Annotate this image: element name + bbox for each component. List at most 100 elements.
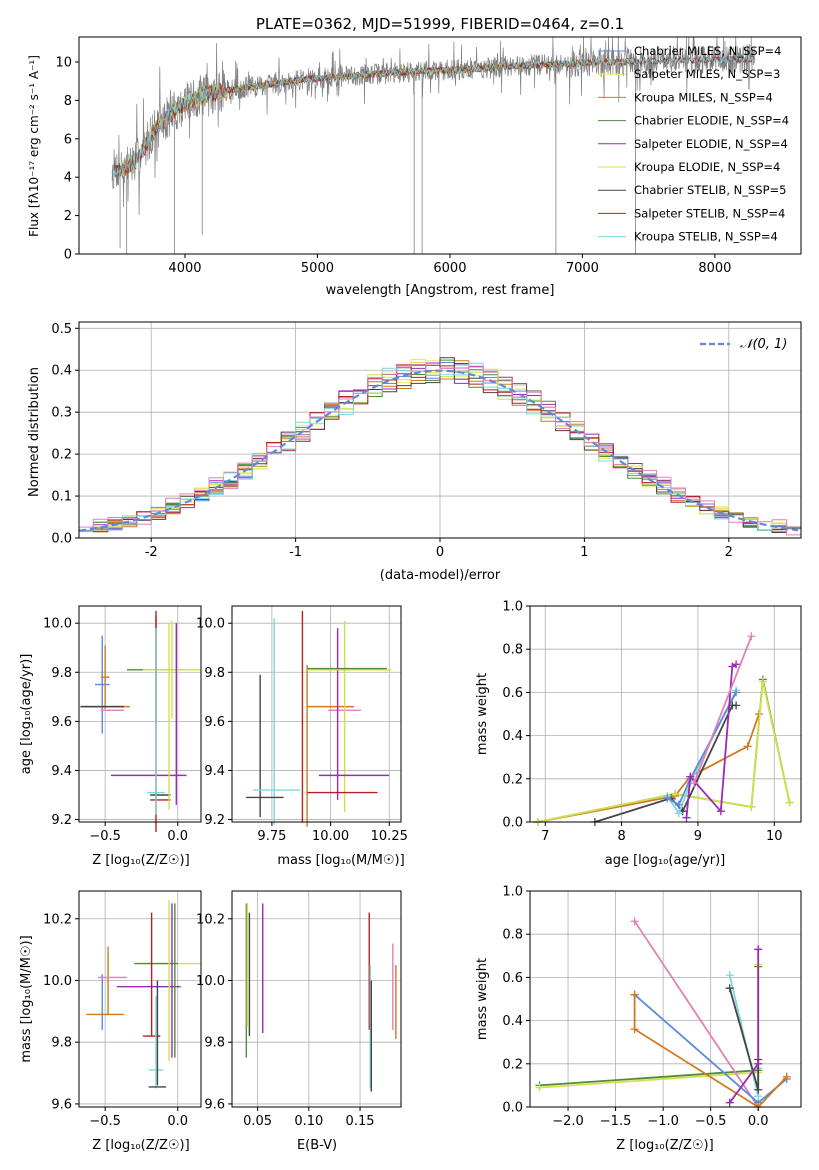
x-tick-label: 7 <box>541 829 549 844</box>
weight-point-marker <box>747 632 756 641</box>
weight-point-marker <box>630 1025 639 1034</box>
weight-point-marker <box>630 917 639 926</box>
z-mass-axes: −0.5 0.0 9.6 9.8 10.0 10.2 <box>43 890 202 1129</box>
residual-histogram-panel: 𝒩(0, 1) -2 -1 0 1 2 0.0 0.1 0.2 0.3 0.4 0.5 (data-… <box>27 321 802 583</box>
y-tick-label: 9.4 <box>51 764 72 779</box>
histogram-series-extra <box>79 364 801 536</box>
legend-entry: Kroupa STELIB, N_SSP=4 <box>634 230 778 244</box>
x-tick-label: -2 <box>145 545 158 560</box>
z-age-x-axis-label: Z [log₁₀(Z/Z☉)] <box>92 853 189 868</box>
axes-frame <box>231 605 402 823</box>
x-tick-label: −0.5 <box>89 829 121 844</box>
y-tick-label: 1.0 <box>502 600 523 615</box>
weight-point-marker <box>747 802 756 811</box>
x-tick-label: 4000 <box>168 261 201 276</box>
x-tick-label: 0.0 <box>167 829 188 844</box>
age-weight-panel: 7 8 9 10 0.0 0.2 0.4 0.6 0.8 1.0 age [log₁₀(age/y… <box>475 600 802 868</box>
z-mass-errorbars <box>86 900 201 1089</box>
x-tick-label: 0 <box>436 545 444 560</box>
weight-point-marker <box>725 984 734 993</box>
mass-age-panel: 9.75 10.00 10.25 9.2 9.4 9.6 9.8 10.0 mass [log… <box>196 605 408 868</box>
z-age-axes: −0.5 0.0 9.2 9.4 9.6 9.8 10.0 <box>43 605 202 844</box>
y-tick-label: 0.4 <box>51 364 72 379</box>
z-weight-axes: −2.0 −1.5 −1.0 −0.5 0.0 0.0 0.2 0.4 0.6 0.8 1.0 <box>502 885 802 1129</box>
weight-point-marker <box>732 701 741 710</box>
y-tick-label: 0.0 <box>502 816 523 831</box>
x-tick-label: −1.5 <box>600 1114 632 1129</box>
y-tick-label: 0.2 <box>51 448 72 463</box>
histogram-series-7 <box>79 363 801 532</box>
legend-entry: Chabrier ELODIE, N_SSP=4 <box>634 114 789 128</box>
x-tick-label: 0.0 <box>167 1114 188 1129</box>
y-tick-label: 10.0 <box>196 617 225 632</box>
weight-point-marker <box>674 800 683 809</box>
y-tick-label: 0.0 <box>51 532 72 547</box>
y-tick-label: 6 <box>64 132 72 147</box>
weight-point-marker <box>716 807 725 816</box>
y-tick-label: 10.0 <box>196 974 225 989</box>
age-weight-axes: 7 8 9 10 0.0 0.2 0.4 0.6 0.8 1.0 <box>502 600 802 844</box>
y-tick-label: 8 <box>64 94 72 109</box>
weight-line-0 <box>539 966 760 1087</box>
weight-point-marker <box>785 798 794 807</box>
legend-entry: Chabrier MILES, N_SSP=4 <box>634 44 781 58</box>
y-tick-label: 0.3 <box>51 406 72 421</box>
x-tick-label: -1 <box>289 545 302 560</box>
y-tick-label: 9.8 <box>204 1036 225 1051</box>
y-tick-label: 9.8 <box>204 666 225 681</box>
y-tick-label: 0.4 <box>502 1014 523 1029</box>
y-tick-label: 0.2 <box>502 772 523 787</box>
x-tick-label: 2 <box>725 545 733 560</box>
y-tick-label: 1.0 <box>502 885 523 900</box>
weight-point-marker <box>671 789 680 798</box>
weight-line-1 <box>539 964 760 1089</box>
y-tick-label: 9.2 <box>204 813 225 828</box>
mass-age-x-axis-label: mass [log₁₀(M/M☉)] <box>277 853 404 868</box>
z-age-grid <box>79 606 201 822</box>
x-tick-label: 7000 <box>566 261 599 276</box>
weight-line-4 <box>633 994 788 1109</box>
y-tick-label: 10.0 <box>43 617 72 632</box>
axes-frame <box>529 890 802 1108</box>
weight-point-marker <box>732 688 741 697</box>
y-tick-label: 2 <box>64 209 72 224</box>
weight-line-2 <box>633 920 759 1108</box>
ebv-mass-grid <box>232 891 401 1107</box>
mass-age-errorbars <box>246 610 392 827</box>
weight-point-marker <box>725 971 734 980</box>
model-spectrum-7 <box>111 55 755 175</box>
legend-entry: Salpeter STELIB, N_SSP=4 <box>634 206 785 220</box>
x-tick-label: −2.0 <box>552 1114 584 1129</box>
mass-age-axes: 9.75 10.00 10.25 9.2 9.4 9.6 9.8 10.0 <box>196 605 408 844</box>
legend-entry: Chabrier STELIB, N_SSP=5 <box>634 183 786 197</box>
spectrum-x-axis-label: wavelength [Angstrom, rest frame] <box>326 283 555 298</box>
y-tick-label: 0.2 <box>502 1057 523 1072</box>
z-weight-lines <box>535 917 791 1111</box>
z-age-panel: −0.5 0.09.29.49.69.810.0 Z [log₁₀(Z/Z☉)] … <box>19 605 202 868</box>
axes-frame <box>78 605 202 823</box>
y-tick-label: 0.8 <box>502 928 523 943</box>
y-tick-label: 4 <box>64 171 72 186</box>
y-tick-label: 0.6 <box>502 971 523 986</box>
y-tick-label: 0.1 <box>51 490 72 505</box>
z-mass-y-axis-label: mass [log₁₀(M/M☉)] <box>19 935 34 1062</box>
x-tick-label: 10.25 <box>371 829 408 844</box>
x-tick-label: 0.05 <box>243 1114 272 1129</box>
ebv-mass-errorbars <box>245 903 397 1092</box>
x-tick-label: 6000 <box>433 261 466 276</box>
y-tick-label: 0.5 <box>51 322 72 337</box>
weight-point-marker <box>754 1085 763 1094</box>
x-tick-label: 10 <box>766 829 783 844</box>
z-mass-panel: −0.5 0.0 9.6 9.8 10.0 10.2 Z [log₁₀(Z/Z☉)] ma… <box>19 890 202 1153</box>
weight-point-marker <box>663 794 672 803</box>
y-tick-label: 0.0 <box>502 1101 523 1116</box>
weight-point-marker <box>674 809 683 818</box>
y-tick-label: 0.6 <box>502 686 523 701</box>
spectrum-title: PLATE=0362, MJD=51999, FIBERID=0464, z=0… <box>256 15 624 33</box>
histogram-legend: 𝒩(0, 1) <box>700 337 787 352</box>
z-age-errorbars <box>80 610 201 832</box>
z-weight-panel: −2.0 −1.5 −1.0 −0.5 0.0 0.0 0.2 0.4 0.6 0.8 1.0 Z … <box>475 885 802 1153</box>
y-tick-label: 9.6 <box>204 1097 225 1112</box>
axes-frame <box>78 890 202 1108</box>
weight-point-marker <box>690 779 699 788</box>
